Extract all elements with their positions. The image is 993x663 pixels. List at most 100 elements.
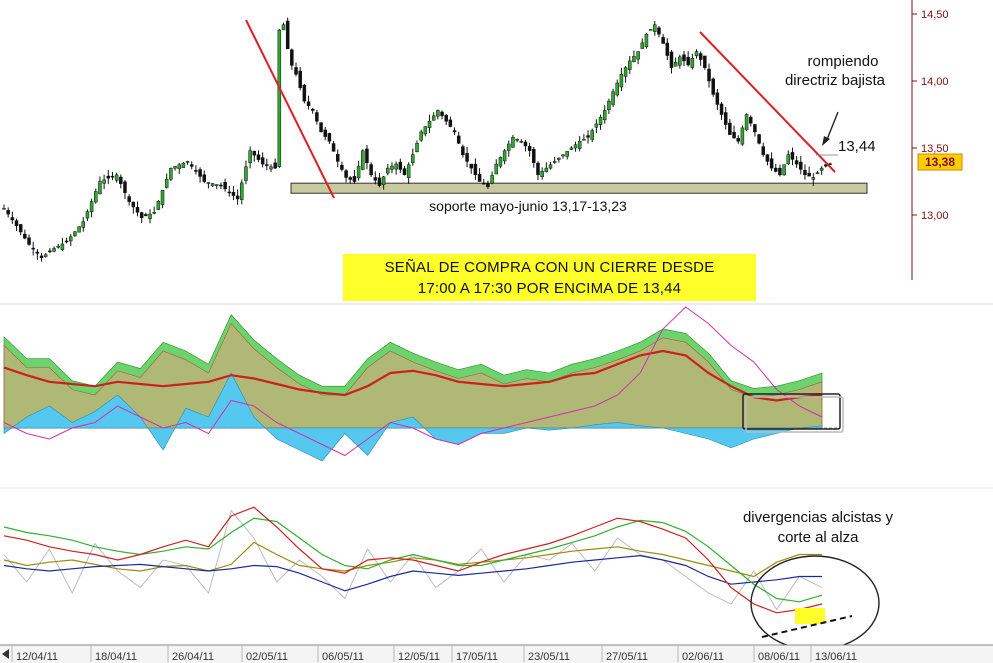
candle-body bbox=[365, 148, 369, 163]
candle-body bbox=[285, 20, 290, 50]
candle-body bbox=[519, 141, 524, 143]
candle-body bbox=[85, 211, 90, 219]
candle-body bbox=[532, 149, 536, 163]
candle-body bbox=[177, 164, 181, 169]
candle-body bbox=[202, 174, 206, 182]
candle-body bbox=[169, 167, 173, 180]
candle-body bbox=[461, 146, 465, 155]
candle-body bbox=[498, 157, 503, 167]
candle-body bbox=[252, 150, 257, 156]
date-tick-label: 26/04/11 bbox=[172, 651, 214, 663]
candle-body bbox=[815, 172, 820, 175]
candle-body bbox=[711, 78, 715, 95]
candle-body bbox=[707, 68, 711, 82]
candle-body bbox=[294, 67, 298, 75]
candle-body bbox=[515, 139, 519, 141]
candle-body bbox=[123, 181, 127, 193]
candle-body bbox=[486, 182, 490, 188]
candle-body bbox=[94, 191, 98, 203]
downtrend-line-1 bbox=[245, 19, 335, 199]
support-label: soporte mayo-junio 13,17-13,23 bbox=[429, 198, 627, 214]
candle-body bbox=[77, 226, 81, 233]
candle-body bbox=[340, 164, 344, 170]
price-axis-tick-label: 14,00 bbox=[921, 76, 949, 88]
crossover-highlight bbox=[795, 608, 825, 624]
candle-body bbox=[219, 184, 223, 187]
breaking-text-line2: directriz bajista bbox=[785, 72, 886, 89]
candle-body bbox=[552, 161, 557, 163]
trendline-layer bbox=[245, 19, 836, 199]
buy-signal-box: SEÑAL DE COMPRA CON UN CIERRE DESDE 17:0… bbox=[343, 254, 756, 301]
date-tick-label: 27/05/11 bbox=[606, 651, 648, 663]
candle-body bbox=[794, 160, 799, 165]
candle-body bbox=[106, 175, 111, 179]
candle-body bbox=[665, 42, 670, 56]
candle-body bbox=[319, 122, 323, 133]
candle-body bbox=[431, 115, 436, 121]
candle-body bbox=[198, 169, 202, 177]
candle-body bbox=[465, 153, 469, 162]
candle-body bbox=[502, 150, 507, 162]
divergence-text-line2: corte al alza bbox=[778, 529, 860, 546]
candle-body bbox=[782, 164, 786, 176]
current-price-tag: 13,38 bbox=[917, 153, 963, 171]
candle-body bbox=[18, 224, 23, 233]
candle-body bbox=[732, 132, 736, 139]
candle-body bbox=[215, 184, 219, 186]
date-tick-label: 23/05/11 bbox=[528, 651, 570, 663]
candle-body bbox=[14, 220, 19, 226]
candle-body bbox=[628, 60, 632, 70]
current-price-value: 13,38 bbox=[925, 155, 955, 169]
candle-body bbox=[406, 164, 411, 178]
candle-body bbox=[728, 122, 732, 135]
candle-body bbox=[427, 120, 432, 129]
level-label: 13,44 bbox=[838, 138, 876, 155]
candle-body bbox=[60, 243, 65, 250]
oscillator-line bbox=[3, 506, 823, 614]
date-tick-label: 12/04/11 bbox=[16, 651, 58, 663]
candle-body bbox=[248, 150, 252, 164]
candle-body bbox=[694, 51, 699, 57]
candle-body bbox=[402, 168, 407, 176]
breaking-arrow-shaft bbox=[825, 111, 839, 143]
candle-body bbox=[73, 231, 77, 236]
candle-body bbox=[761, 146, 766, 155]
candle-body bbox=[290, 49, 294, 66]
candle-body bbox=[386, 167, 390, 174]
candle-body bbox=[64, 240, 69, 243]
scroll-left-arrow-icon[interactable] bbox=[2, 649, 9, 659]
candle-body bbox=[89, 201, 94, 212]
salmon-area bbox=[3, 322, 823, 429]
candle-body bbox=[210, 183, 215, 187]
candle-body bbox=[223, 182, 227, 190]
candle-body bbox=[481, 182, 486, 185]
candle-body bbox=[744, 114, 749, 131]
candle-body bbox=[653, 24, 657, 32]
candle-body bbox=[156, 201, 161, 210]
oscillator-line bbox=[3, 541, 822, 578]
candle-body bbox=[740, 127, 745, 145]
candle-body bbox=[102, 179, 106, 184]
candle-body bbox=[577, 141, 582, 149]
highlight-box bbox=[742, 393, 841, 430]
candle-body bbox=[144, 214, 148, 217]
candle-body bbox=[548, 164, 553, 169]
candle-body bbox=[436, 110, 440, 117]
candle-body bbox=[48, 250, 52, 253]
candle-body bbox=[661, 37, 665, 44]
candle-body bbox=[632, 55, 636, 62]
candle-body bbox=[373, 177, 378, 181]
candle-body bbox=[298, 70, 302, 88]
price-axis-tick-label: 14,50 bbox=[921, 9, 949, 21]
date-axis: 12/04/11 18/04/11 26/04/11 02/05/11 06/05/11… bbox=[0, 644, 993, 663]
candle-body bbox=[786, 154, 791, 164]
candle-body bbox=[590, 130, 594, 140]
candle-body bbox=[736, 137, 740, 142]
candle-body bbox=[678, 56, 682, 66]
candle-body bbox=[398, 161, 403, 170]
blue-histogram-area bbox=[3, 372, 823, 462]
support-band-layer bbox=[290, 182, 868, 194]
candle-body bbox=[81, 221, 86, 228]
candle-body bbox=[803, 170, 807, 176]
candle-body bbox=[98, 181, 102, 194]
